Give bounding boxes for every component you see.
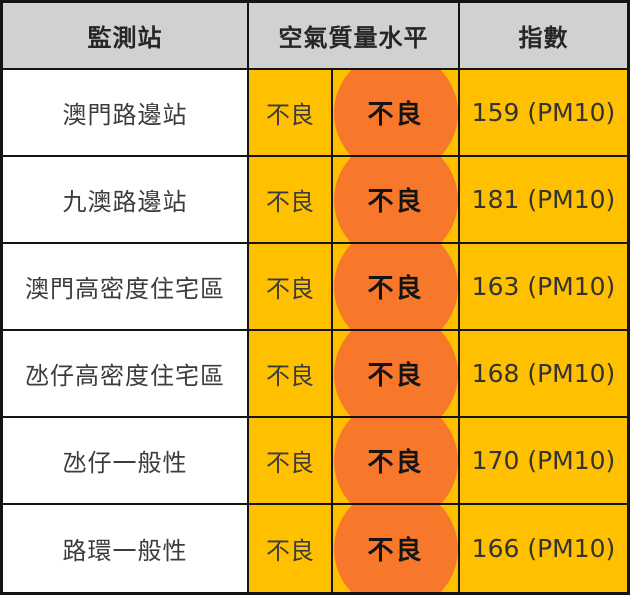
- index-value: 170 (PM10): [460, 418, 627, 503]
- table-row: 澳門高密度住宅區 不良 不良 163 (PM10): [3, 244, 627, 331]
- level-text: 不良: [249, 331, 333, 416]
- level-text: 不良: [249, 418, 333, 503]
- header-station: 監測站: [3, 3, 249, 68]
- level-badge-cell: 不良: [333, 331, 460, 416]
- level-badge-circle: 不良: [333, 505, 458, 592]
- station-name: 氹仔高密度住宅區: [3, 331, 249, 416]
- level-badge-circle: 不良: [333, 70, 458, 155]
- index-value: 163 (PM10): [460, 244, 627, 329]
- level-badge-circle: 不良: [333, 418, 458, 503]
- header-index: 指數: [518, 24, 569, 52]
- header-air-quality-level: 空氣質量水平: [249, 3, 460, 68]
- index-value: 166 (PM10): [460, 505, 627, 592]
- station-name: 九澳路邊站: [3, 157, 249, 242]
- level-badge-cell: 不良: [333, 244, 460, 329]
- index-value: 168 (PM10): [460, 331, 627, 416]
- level-badge-cell: 不良: [333, 70, 460, 155]
- index-value: 159 (PM10): [460, 70, 627, 155]
- level-text: 不良: [249, 244, 333, 329]
- level-badge-circle: 不良: [333, 331, 458, 416]
- table-row: 路環一般性 不良 不良 166 (PM10): [3, 505, 627, 592]
- station-name: 路環一般性: [3, 505, 249, 592]
- level-badge-cell: 不良: [333, 505, 460, 592]
- table-row: 澳門路邊站 不良 不良 159 (PM10): [3, 70, 627, 157]
- index-value: 181 (PM10): [460, 157, 627, 242]
- level-text: 不良: [249, 157, 333, 242]
- table-row: 氹仔一般性 不良 不良 170 (PM10): [3, 418, 627, 505]
- station-name: 澳門高密度住宅區: [3, 244, 249, 329]
- level-badge-cell: 不良: [333, 418, 460, 503]
- station-name: 氹仔一般性: [3, 418, 249, 503]
- level-badge-circle: 不良: [333, 157, 458, 242]
- level-text: 不良: [249, 505, 333, 592]
- table-row: 九澳路邊站 不良 不良 181 (PM10): [3, 157, 627, 244]
- table-row: 氹仔高密度住宅區 不良 不良 168 (PM10): [3, 331, 627, 418]
- level-text: 不良: [249, 70, 333, 155]
- station-name: 澳門路邊站: [3, 70, 249, 155]
- level-badge-circle: 不良: [333, 244, 458, 329]
- table-header-row: 監測站 空氣質量水平 指數: [3, 3, 627, 70]
- level-badge-cell: 不良: [333, 157, 460, 242]
